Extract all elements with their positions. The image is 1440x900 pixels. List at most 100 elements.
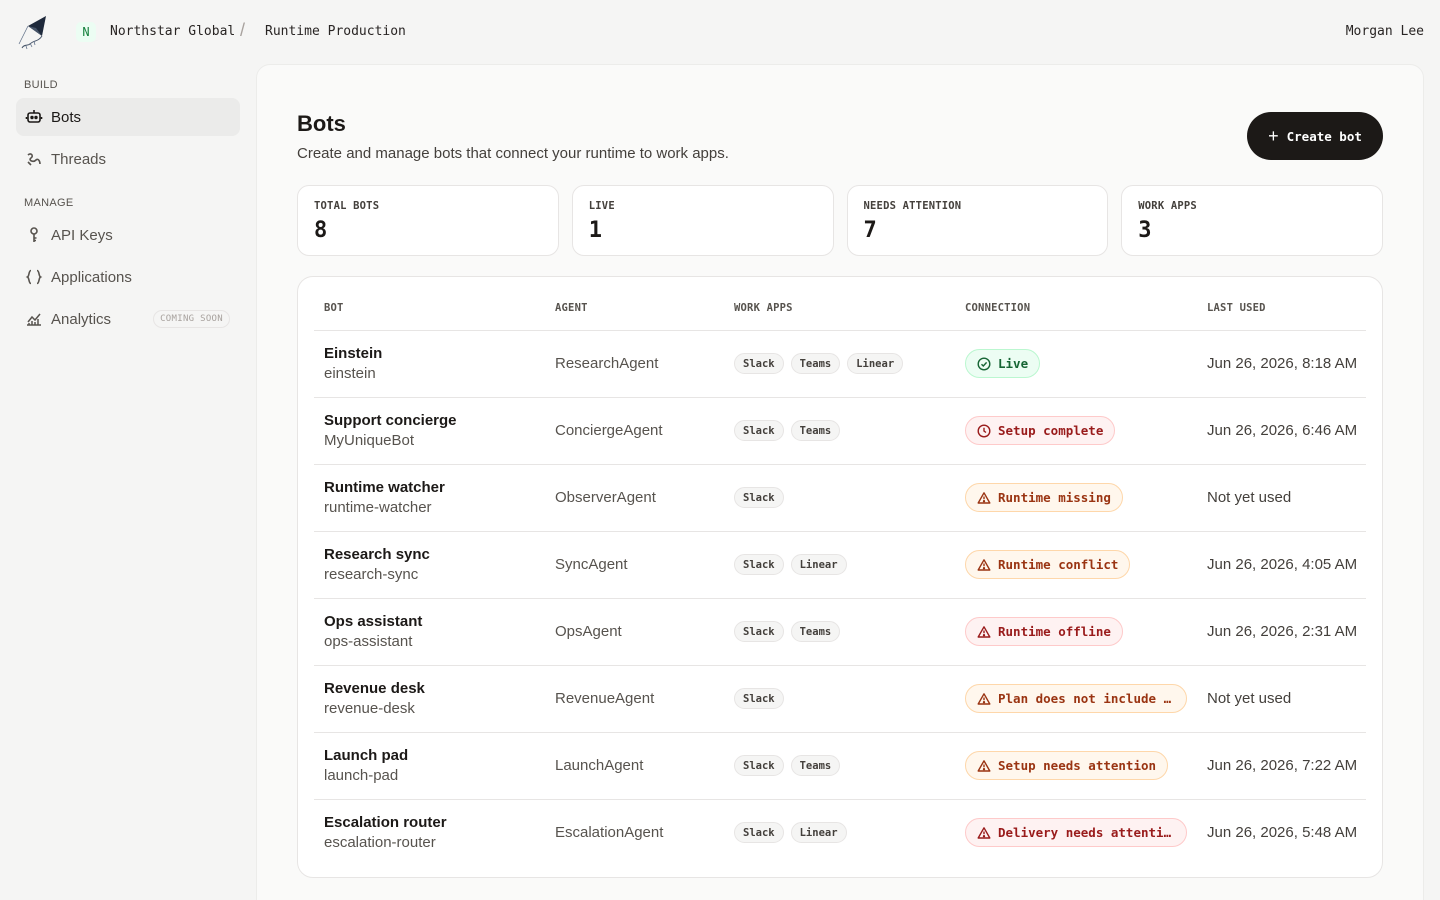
connection-status-badge[interactable]: Live: [965, 349, 1041, 378]
agent-cell: RevenueAgent: [545, 665, 724, 733]
work-app-chip: Teams: [790, 420, 841, 441]
last-used-value: Not yet used: [1207, 488, 1292, 506]
warning-icon: [977, 558, 991, 571]
table-row[interactable]: Support concierge MyUniqueBot ConciergeA…: [314, 397, 1366, 465]
create-bot-button[interactable]: + Create bot: [1247, 112, 1383, 160]
connection-status-label: Live: [998, 356, 1029, 371]
last-used-value: Jun 26, 2026, 4:05 AM: [1207, 555, 1358, 573]
sidebar-item-threads[interactable]: Threads: [16, 140, 240, 178]
work-app-chip: Linear: [790, 822, 847, 844]
work-app-chip: Slack: [734, 487, 784, 508]
agent-cell: SyncAgent: [545, 531, 724, 599]
bot-name[interactable]: Einstein: [324, 345, 383, 362]
create-bot-label: Create bot: [1286, 128, 1362, 144]
connection-status-badge[interactable]: Setup needs attention: [965, 751, 1169, 780]
section-label-build: BUILD: [24, 79, 58, 91]
sidebar-item-label: Analytics: [51, 310, 112, 328]
clock-icon: [977, 423, 991, 438]
bots-table-body: Einstein einstein ResearchAgent Slack Tea…: [314, 330, 1366, 866]
connection-status-badge[interactable]: Plan does not include b…: [965, 684, 1187, 713]
connection-status-label: Runtime conflict: [998, 557, 1119, 572]
connection-cell: Setup complete: [955, 397, 1197, 465]
work-apps-list: Slack: [734, 487, 955, 508]
bot-cell: Runtime watcher runtime-watcher: [314, 464, 545, 532]
stat-value: 7: [863, 218, 877, 243]
user-menu[interactable]: Morgan Lee: [1345, 24, 1424, 39]
bot-name[interactable]: Revenue desk: [324, 680, 425, 697]
table-row[interactable]: Einstein einstein ResearchAgent Slack Tea…: [314, 330, 1366, 398]
agent-cell: EscalationAgent: [545, 799, 724, 866]
breadcrumb-project[interactable]: Runtime Production: [265, 24, 406, 39]
bots-table: BOT AGENT WORK APPS CONNECTION LAST USED…: [314, 277, 1366, 866]
sidebar-item-analytics[interactable]: Analytics COMING SOON: [16, 300, 240, 338]
org-avatar[interactable]: N: [76, 22, 96, 42]
work-apps-list: Slack Linear: [734, 554, 955, 575]
last-used-cell: Jun 26, 2026, 2:31 AM: [1197, 598, 1366, 666]
bot-name[interactable]: Ops assistant: [324, 613, 423, 630]
bot-name[interactable]: Launch pad: [324, 747, 409, 764]
stat-label: WORK APPS: [1138, 200, 1197, 212]
connection-status-badge[interactable]: Delivery needs attention: [965, 818, 1187, 848]
bot-name[interactable]: Escalation router: [324, 814, 447, 832]
last-used-cell: Jun 26, 2026, 4:05 AM: [1197, 531, 1366, 599]
agent-name: RevenueAgent: [555, 689, 655, 707]
work-app-chip: Linear: [847, 353, 904, 374]
table-row[interactable]: Runtime watcher runtime-watcher Observer…: [314, 464, 1366, 532]
work-app-chip: Slack: [734, 755, 784, 776]
key-icon: [25, 226, 43, 244]
agent-name: EscalationAgent: [555, 823, 664, 841]
warning-icon: [977, 826, 991, 839]
table-row[interactable]: Revenue desk revenue-desk RevenueAgent S…: [314, 665, 1366, 733]
section-label-manage: MANAGE: [24, 197, 74, 209]
bot-slug: MyUniqueBot: [324, 432, 415, 449]
connection-cell: Runtime offline: [955, 598, 1197, 666]
breadcrumb-separator: /: [240, 20, 246, 40]
table-row[interactable]: Escalation router escalation-router Esca…: [314, 799, 1366, 866]
connection-cell: Delivery needs attention: [955, 799, 1197, 866]
bot-name[interactable]: Runtime watcher: [324, 479, 445, 496]
bot-slug: launch-pad: [324, 767, 399, 784]
warning-icon: [977, 625, 991, 638]
connection-status-badge[interactable]: Runtime missing: [965, 483, 1123, 512]
work-apps-cell: Slack Teams: [724, 598, 955, 666]
analytics-icon: [25, 310, 43, 328]
column-header-agent: AGENT: [545, 277, 724, 331]
connection-cell: Plan does not include b…: [955, 665, 1197, 733]
bot-name[interactable]: Research sync: [324, 546, 430, 563]
sidebar-item-label: Threads: [51, 150, 107, 168]
work-apps-cell: Slack Teams Linear: [724, 330, 955, 398]
table-row[interactable]: Ops assistant ops-assistant OpsAgent Sla…: [314, 598, 1366, 666]
warning-icon: [977, 759, 991, 772]
work-apps-cell: Slack: [724, 464, 955, 532]
sidebar-item-applications[interactable]: Applications: [16, 258, 240, 296]
plus-icon: +: [1268, 125, 1279, 146]
bot-icon: [25, 108, 43, 126]
sidebar-item-bots[interactable]: Bots: [16, 98, 240, 136]
last-used-cell: Jun 26, 2026, 6:46 AM: [1197, 397, 1366, 465]
stat-card-live: LIVE 1: [571, 185, 834, 256]
agent-name: SyncAgent: [555, 555, 628, 573]
connection-status-badge[interactable]: Runtime conflict: [965, 550, 1131, 579]
connection-status-label: Delivery needs attention: [998, 825, 1175, 841]
table-header-row: BOT AGENT WORK APPS CONNECTION LAST USED: [314, 277, 1366, 331]
table-row[interactable]: Research sync research-sync SyncAgent Sl…: [314, 531, 1366, 599]
stats-row: TOTAL BOTS 8 LIVE 1 NEEDS ATTENTION 7 WO…: [297, 185, 1383, 256]
work-app-chip: Slack: [734, 554, 784, 575]
last-used-cell: Jun 26, 2026, 8:18 AM: [1197, 330, 1366, 398]
stat-value: 3: [1138, 218, 1152, 243]
bots-table-card: BOT AGENT WORK APPS CONNECTION LAST USED…: [297, 276, 1383, 878]
kite-logo-icon[interactable]: [16, 14, 50, 50]
bot-slug: revenue-desk: [324, 700, 415, 717]
stat-value: 1: [588, 218, 602, 243]
top-bar: N Northstar Global / Runtime Production …: [0, 0, 1440, 64]
bot-name[interactable]: Support concierge: [324, 412, 457, 429]
org-name[interactable]: Northstar Global: [110, 24, 236, 39]
warning-icon: [977, 491, 991, 504]
connection-status-badge[interactable]: Runtime offline: [965, 617, 1123, 646]
table-row[interactable]: Launch pad launch-pad LaunchAgent Slack T…: [314, 732, 1366, 800]
sidebar-item-api-keys[interactable]: API Keys: [16, 216, 240, 254]
warning-icon: [977, 692, 991, 705]
work-apps-cell: Slack: [724, 665, 955, 733]
connection-status-badge[interactable]: Setup complete: [965, 416, 1116, 445]
agent-cell: ObserverAgent: [545, 464, 724, 532]
